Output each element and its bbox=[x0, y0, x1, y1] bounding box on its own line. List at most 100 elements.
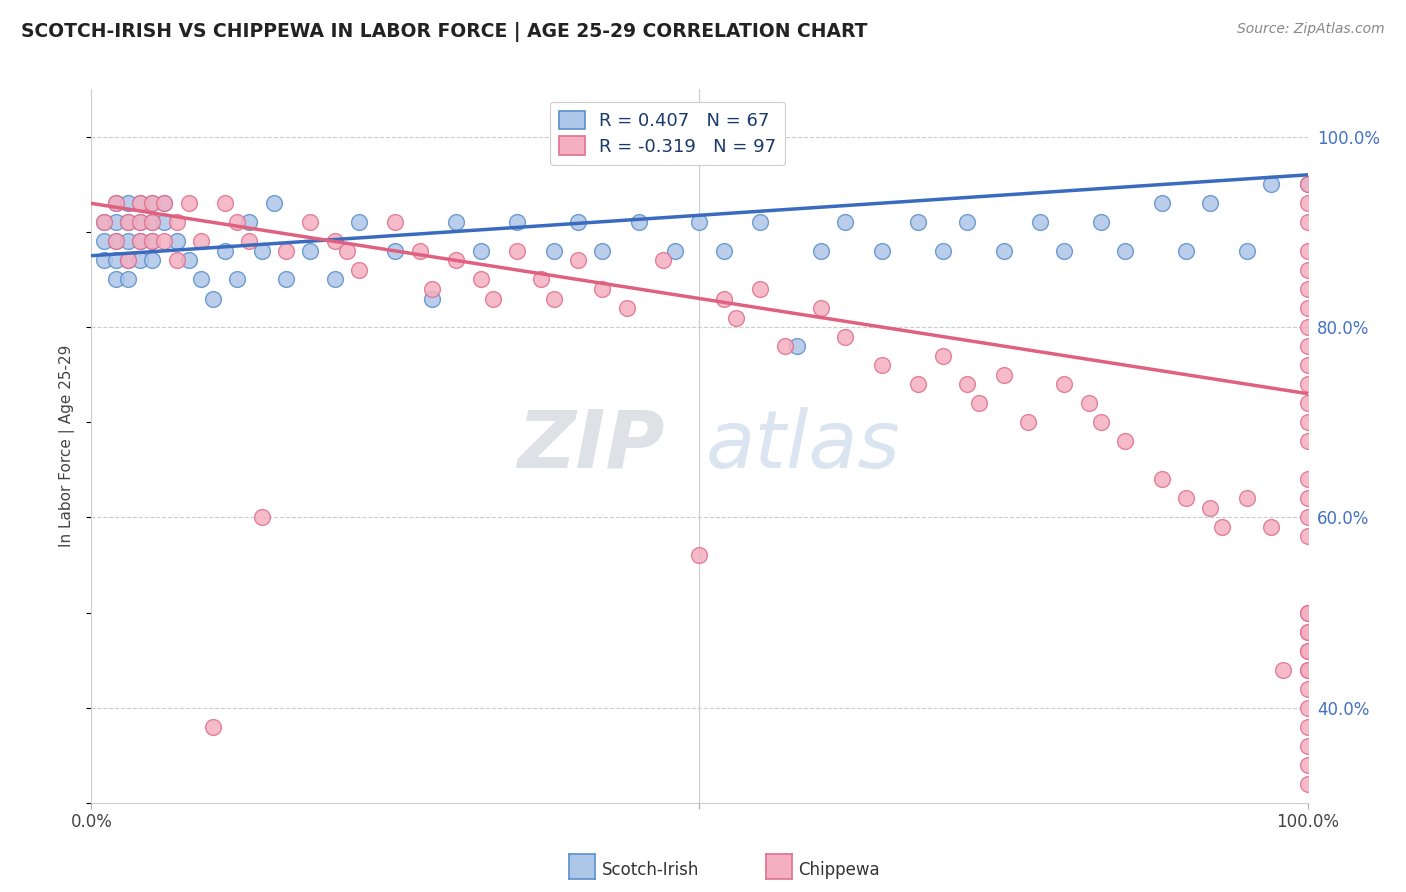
Point bbox=[384, 244, 406, 258]
Point bbox=[967, 396, 990, 410]
Point bbox=[616, 301, 638, 315]
Point bbox=[870, 358, 893, 372]
Point bbox=[591, 244, 613, 258]
Point bbox=[1053, 244, 1076, 258]
Point bbox=[1296, 663, 1319, 677]
Point bbox=[93, 215, 115, 229]
Point bbox=[93, 235, 115, 249]
Point bbox=[104, 196, 127, 211]
Point bbox=[190, 272, 212, 286]
Point bbox=[104, 235, 127, 249]
Point bbox=[1260, 520, 1282, 534]
Point bbox=[250, 244, 273, 258]
Point bbox=[1296, 263, 1319, 277]
Point bbox=[470, 244, 492, 258]
Point bbox=[202, 292, 225, 306]
Point bbox=[1296, 606, 1319, 620]
Point bbox=[1296, 510, 1319, 524]
Point bbox=[420, 292, 443, 306]
Point bbox=[470, 272, 492, 286]
Point bbox=[141, 253, 163, 268]
Point bbox=[1296, 663, 1319, 677]
Point bbox=[1296, 415, 1319, 429]
Point bbox=[1272, 663, 1295, 677]
Point bbox=[1296, 282, 1319, 296]
Point bbox=[238, 215, 260, 229]
Point bbox=[347, 263, 370, 277]
Point bbox=[1150, 472, 1173, 486]
Point bbox=[1296, 624, 1319, 639]
Point bbox=[129, 196, 152, 211]
Point bbox=[226, 272, 249, 286]
Point bbox=[1090, 415, 1112, 429]
Point bbox=[1053, 377, 1076, 392]
Point bbox=[129, 235, 152, 249]
Point bbox=[907, 215, 929, 229]
Point bbox=[104, 235, 127, 249]
Point bbox=[1296, 643, 1319, 657]
Point bbox=[1236, 244, 1258, 258]
Point bbox=[336, 244, 359, 258]
Point bbox=[713, 244, 735, 258]
Point bbox=[1175, 491, 1198, 506]
Point bbox=[214, 244, 236, 258]
Point bbox=[129, 196, 152, 211]
Point bbox=[104, 196, 127, 211]
Point bbox=[153, 196, 176, 211]
Y-axis label: In Labor Force | Age 25-29: In Labor Force | Age 25-29 bbox=[59, 345, 76, 547]
Point bbox=[1296, 358, 1319, 372]
Point bbox=[1017, 415, 1039, 429]
Point bbox=[141, 196, 163, 211]
Point bbox=[226, 215, 249, 229]
Point bbox=[506, 244, 529, 258]
Point bbox=[591, 282, 613, 296]
Point bbox=[1199, 500, 1222, 515]
Point bbox=[688, 549, 710, 563]
Point bbox=[749, 215, 772, 229]
Point bbox=[93, 215, 115, 229]
Point bbox=[652, 253, 675, 268]
Point bbox=[202, 720, 225, 734]
Point bbox=[117, 196, 139, 211]
Point bbox=[1296, 700, 1319, 714]
Point bbox=[1114, 434, 1136, 449]
Point bbox=[177, 196, 200, 211]
Point bbox=[1296, 244, 1319, 258]
Point bbox=[177, 253, 200, 268]
Point bbox=[190, 235, 212, 249]
Point bbox=[104, 272, 127, 286]
Point bbox=[323, 235, 346, 249]
Point bbox=[1236, 491, 1258, 506]
Point bbox=[530, 272, 553, 286]
Point bbox=[810, 301, 832, 315]
Point bbox=[834, 215, 856, 229]
Point bbox=[129, 253, 152, 268]
Point bbox=[1296, 301, 1319, 315]
Text: Chippewa: Chippewa bbox=[799, 861, 880, 879]
Text: atlas: atlas bbox=[706, 407, 900, 485]
Point bbox=[1296, 215, 1319, 229]
Point bbox=[1296, 491, 1319, 506]
Point bbox=[263, 196, 285, 211]
Point bbox=[993, 244, 1015, 258]
Point bbox=[1296, 178, 1319, 192]
Point bbox=[931, 349, 953, 363]
Point bbox=[870, 244, 893, 258]
Point bbox=[141, 215, 163, 229]
Point bbox=[688, 215, 710, 229]
Point bbox=[1199, 196, 1222, 211]
Point bbox=[713, 292, 735, 306]
Point bbox=[1296, 320, 1319, 334]
Point bbox=[117, 215, 139, 229]
Point bbox=[117, 272, 139, 286]
Point bbox=[347, 215, 370, 229]
Point bbox=[153, 196, 176, 211]
Point bbox=[141, 215, 163, 229]
Point bbox=[238, 235, 260, 249]
Point bbox=[214, 196, 236, 211]
Legend: R = 0.407   N = 67, R = -0.319   N = 97: R = 0.407 N = 67, R = -0.319 N = 97 bbox=[550, 102, 786, 165]
Point bbox=[420, 282, 443, 296]
Point bbox=[1296, 681, 1319, 696]
Point bbox=[409, 244, 432, 258]
Point bbox=[1175, 244, 1198, 258]
